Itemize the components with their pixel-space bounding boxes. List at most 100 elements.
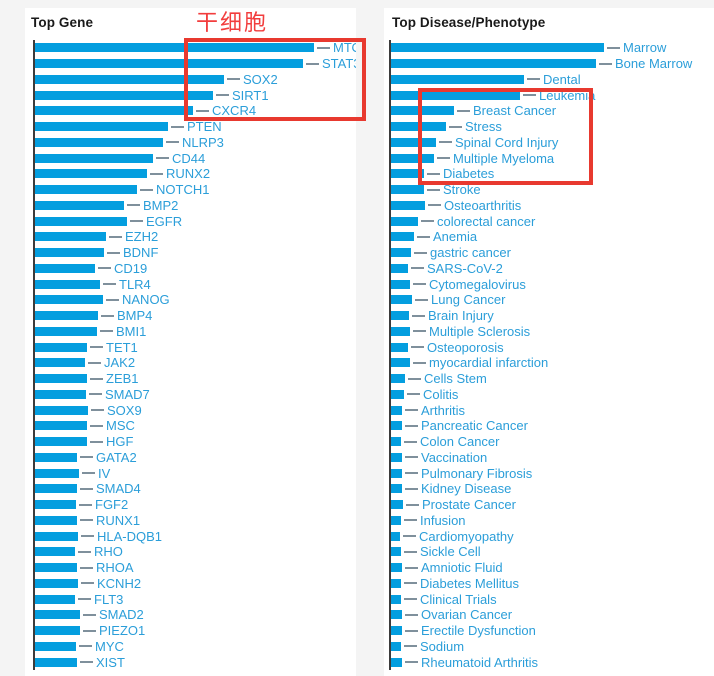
bar[interactable] bbox=[391, 248, 411, 258]
bar-label[interactable]: SOX2 bbox=[243, 71, 278, 87]
bar-label[interactable]: HLA-DQB1 bbox=[97, 528, 163, 544]
bar-label[interactable]: Erectile Dysfunction bbox=[421, 623, 536, 639]
bar[interactable] bbox=[35, 185, 137, 195]
bar-label[interactable]: Sodium bbox=[420, 638, 465, 654]
bar-label[interactable]: Arthritis bbox=[421, 402, 466, 418]
bar[interactable] bbox=[391, 326, 410, 336]
bar[interactable] bbox=[35, 153, 153, 163]
bar-label[interactable]: SARS-CoV-2 bbox=[427, 260, 503, 276]
bar[interactable] bbox=[35, 389, 86, 399]
bar[interactable] bbox=[35, 531, 78, 541]
bar-label[interactable]: Leukemia bbox=[539, 87, 596, 103]
bar-label[interactable]: PIEZO1 bbox=[99, 623, 146, 639]
bar-label[interactable]: Stress bbox=[465, 119, 502, 135]
bar[interactable] bbox=[391, 468, 402, 478]
bar[interactable] bbox=[391, 137, 436, 147]
bar[interactable] bbox=[391, 389, 404, 399]
bar[interactable] bbox=[35, 342, 87, 352]
bar-label[interactable]: Marrow bbox=[623, 40, 667, 56]
bar[interactable] bbox=[391, 563, 402, 573]
bar[interactable] bbox=[391, 59, 596, 69]
bar[interactable] bbox=[391, 263, 408, 273]
bar-label[interactable]: NOTCH1 bbox=[156, 182, 210, 198]
bar[interactable] bbox=[35, 594, 75, 604]
bar[interactable] bbox=[35, 437, 87, 447]
bar-label[interactable]: Anemia bbox=[433, 229, 478, 245]
bar-label[interactable]: CXCR4 bbox=[212, 103, 257, 119]
bar[interactable] bbox=[391, 484, 402, 494]
bar[interactable] bbox=[35, 263, 95, 273]
bar[interactable] bbox=[391, 374, 405, 384]
bar-label[interactable]: BMP4 bbox=[117, 308, 153, 324]
bar-label[interactable]: Ovarian Cancer bbox=[421, 607, 513, 623]
bar[interactable] bbox=[391, 232, 414, 242]
bar-label[interactable]: Prostate Cancer bbox=[422, 497, 516, 513]
bar-label[interactable]: SIRT1 bbox=[232, 87, 269, 103]
bar-label[interactable]: CD44 bbox=[172, 150, 206, 166]
bar-label[interactable]: RUNX2 bbox=[166, 166, 211, 182]
bar[interactable] bbox=[35, 200, 124, 210]
bar-label[interactable]: Sickle Cell bbox=[420, 544, 481, 560]
bar[interactable] bbox=[391, 311, 409, 321]
bar[interactable] bbox=[391, 342, 408, 352]
bar[interactable] bbox=[35, 358, 85, 368]
bar[interactable] bbox=[35, 122, 168, 132]
bar[interactable] bbox=[35, 452, 77, 462]
bar-label[interactable]: Diabetes bbox=[443, 166, 495, 182]
bar[interactable] bbox=[391, 43, 604, 53]
bar-label[interactable]: Rheumatoid Arthritis bbox=[421, 654, 539, 670]
bar[interactable] bbox=[35, 515, 77, 525]
bar[interactable] bbox=[391, 216, 418, 226]
bar[interactable] bbox=[391, 295, 412, 305]
bar-label[interactable]: NANOG bbox=[122, 292, 170, 308]
bar-label[interactable]: PTEN bbox=[187, 119, 222, 135]
bar[interactable] bbox=[35, 137, 163, 147]
bar[interactable] bbox=[391, 358, 410, 368]
bar-label[interactable]: Breast Cancer bbox=[473, 103, 557, 119]
bar-label[interactable]: Amniotic Fluid bbox=[421, 560, 503, 576]
bar[interactable] bbox=[35, 169, 147, 179]
bar[interactable] bbox=[391, 500, 403, 510]
bar[interactable] bbox=[35, 216, 127, 226]
bar[interactable] bbox=[391, 106, 454, 116]
bar[interactable] bbox=[35, 248, 104, 258]
bar[interactable] bbox=[35, 657, 77, 667]
bar[interactable] bbox=[391, 405, 402, 415]
bar[interactable] bbox=[35, 484, 77, 494]
bar[interactable] bbox=[35, 74, 224, 84]
bar-label[interactable]: colorectal cancer bbox=[437, 213, 536, 229]
bar[interactable] bbox=[391, 185, 424, 195]
bar-label[interactable]: BMI1 bbox=[116, 323, 147, 339]
bar[interactable] bbox=[35, 563, 77, 573]
bar-label[interactable]: STAT3 bbox=[322, 56, 356, 72]
bar[interactable] bbox=[391, 547, 401, 557]
bar-label[interactable]: JAK2 bbox=[104, 355, 136, 371]
bar[interactable] bbox=[391, 153, 434, 163]
bar[interactable] bbox=[35, 405, 88, 415]
bar-label[interactable]: Cytomegalovirus bbox=[429, 276, 526, 292]
bar[interactable] bbox=[391, 578, 401, 588]
bar-label[interactable]: ZEB1 bbox=[106, 371, 139, 387]
bar-label[interactable]: gastric cancer bbox=[430, 245, 511, 261]
bar[interactable] bbox=[35, 421, 87, 431]
bar-label[interactable]: Multiple Sclerosis bbox=[429, 323, 531, 339]
bar[interactable] bbox=[391, 421, 402, 431]
bar-label[interactable]: RHOA bbox=[96, 560, 134, 576]
bar-label[interactable]: RUNX1 bbox=[96, 512, 141, 528]
bar-label[interactable]: Pulmonary Fibrosis bbox=[421, 465, 533, 481]
bar[interactable] bbox=[35, 311, 98, 321]
bar[interactable] bbox=[391, 626, 402, 636]
bar[interactable] bbox=[391, 169, 424, 179]
bar[interactable] bbox=[391, 279, 410, 289]
bar[interactable] bbox=[35, 374, 87, 384]
bar-label[interactable]: Pancreatic Cancer bbox=[421, 418, 528, 434]
bar-label[interactable]: KCNH2 bbox=[97, 575, 142, 591]
bar-label[interactable]: Diabetes Mellitus bbox=[420, 575, 519, 591]
bar[interactable] bbox=[391, 641, 401, 651]
bar-label[interactable]: Colon Cancer bbox=[420, 434, 500, 450]
bar[interactable] bbox=[35, 641, 76, 651]
bar-label[interactable]: Stroke bbox=[443, 182, 481, 198]
bar[interactable] bbox=[35, 59, 303, 69]
bar-label[interactable]: Cardiomyopathy bbox=[419, 528, 514, 544]
bar[interactable] bbox=[35, 547, 75, 557]
